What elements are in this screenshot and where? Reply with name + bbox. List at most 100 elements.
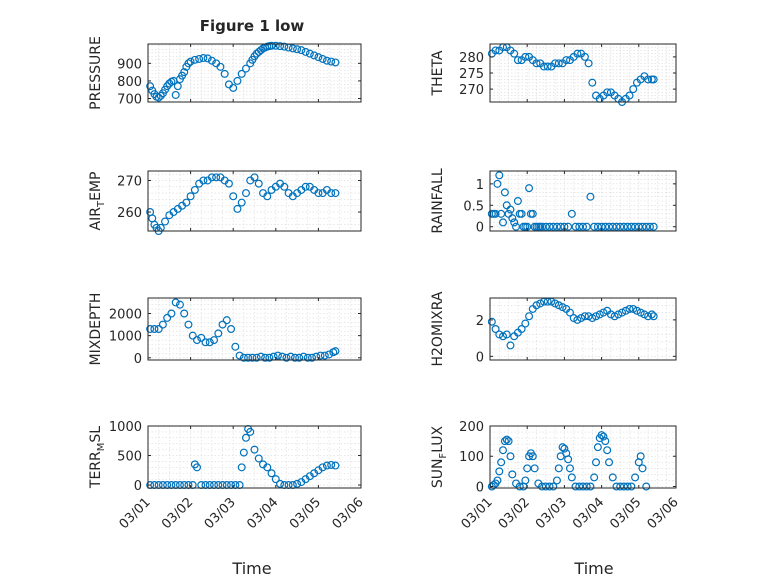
y-tick-label: 800: [117, 75, 142, 90]
data-point: [331, 461, 340, 470]
data-point: [636, 452, 645, 461]
data-point: [532, 59, 541, 68]
data-point: [180, 309, 189, 318]
data-point: [263, 192, 272, 201]
data-point: [512, 222, 521, 231]
data-point: [227, 325, 236, 334]
data-point: [250, 445, 259, 454]
data-point: [154, 93, 163, 102]
data-point: [605, 222, 614, 231]
data-point: [623, 222, 632, 231]
data-point: [233, 204, 242, 213]
data-point: [528, 209, 537, 218]
data-point: [597, 431, 606, 440]
data-point: [301, 47, 310, 56]
data-point: [318, 463, 327, 472]
y-tick-label: 0: [134, 352, 142, 367]
data-point: [308, 353, 317, 362]
data-point: [638, 464, 647, 473]
data-point: [493, 476, 502, 485]
data-point: [203, 54, 212, 63]
data-point: [314, 189, 323, 198]
data-point: [150, 325, 159, 334]
data-point: [256, 46, 265, 55]
data-point: [616, 222, 625, 231]
data-point: [495, 467, 504, 476]
data-point: [573, 315, 582, 324]
y-tick-label: 500: [117, 450, 142, 465]
data-point: [578, 482, 587, 491]
data-point: [632, 306, 641, 315]
x-tick-label: 03/02: [496, 495, 533, 532]
data-point: [586, 482, 595, 491]
data-point: [508, 214, 517, 223]
data-point: [614, 310, 623, 319]
data-point: [239, 448, 248, 457]
data-point: [592, 312, 601, 321]
data-point: [207, 56, 216, 65]
data-point: [327, 57, 336, 66]
data-point: [487, 317, 496, 326]
data-point: [565, 308, 574, 317]
data-point: [197, 333, 206, 342]
data-point: [545, 482, 554, 491]
data-point: [314, 53, 323, 62]
data-point: [551, 299, 560, 308]
y-tick-label: 2000: [109, 308, 142, 323]
y-tick-label: 270: [117, 174, 142, 189]
data-point: [564, 455, 573, 464]
data-point: [271, 475, 280, 484]
data-point: [280, 182, 289, 191]
data-point: [167, 309, 176, 318]
data-point: [644, 75, 653, 84]
data-point: [171, 298, 180, 307]
axes-frame: [489, 170, 677, 232]
data-point: [327, 460, 336, 469]
data-point: [252, 353, 261, 362]
data-point: [235, 351, 244, 360]
data-point: [510, 49, 519, 58]
data-point: [320, 351, 329, 360]
data-point: [497, 209, 506, 218]
data-point: [573, 49, 582, 58]
data-point: [508, 470, 517, 479]
data-point: [493, 179, 502, 188]
y-tick-label: 0: [476, 221, 484, 236]
y-tick-label: 200: [459, 420, 484, 435]
data-point: [182, 198, 191, 207]
data-point: [554, 301, 563, 310]
y-tick-label: 275: [459, 67, 484, 82]
data-point: [588, 314, 597, 323]
data-point: [608, 473, 617, 482]
data-point: [188, 331, 197, 340]
data-point: [510, 218, 519, 227]
data-point: [619, 222, 628, 231]
data-point: [261, 353, 270, 362]
data-point: [216, 62, 225, 71]
data-point: [491, 46, 500, 55]
x-axis-label-left: Time: [231, 559, 271, 578]
data-point: [305, 49, 314, 58]
y-tick-label: 280: [459, 51, 484, 66]
subplot-h2omixra: 0 2 H2OMIXRA: [430, 291, 677, 367]
data-point: [165, 79, 174, 88]
y-tick-label: 0: [476, 480, 484, 495]
data-point: [595, 310, 604, 319]
x-tick-label: 03/02: [159, 495, 196, 532]
data-point: [491, 325, 500, 334]
data-point: [254, 454, 263, 463]
data-point: [560, 444, 569, 453]
data-point: [506, 205, 515, 214]
data-point: [636, 308, 645, 317]
data-point: [584, 312, 593, 321]
data-point: [558, 443, 567, 452]
axes-frame: [147, 170, 362, 232]
y-tick-label: 700: [117, 92, 142, 107]
data-point: [331, 347, 340, 356]
data-point: [303, 353, 312, 362]
data-point: [552, 222, 561, 231]
data-point: [497, 458, 506, 467]
data-point: [506, 341, 515, 350]
data-point: [173, 82, 182, 91]
